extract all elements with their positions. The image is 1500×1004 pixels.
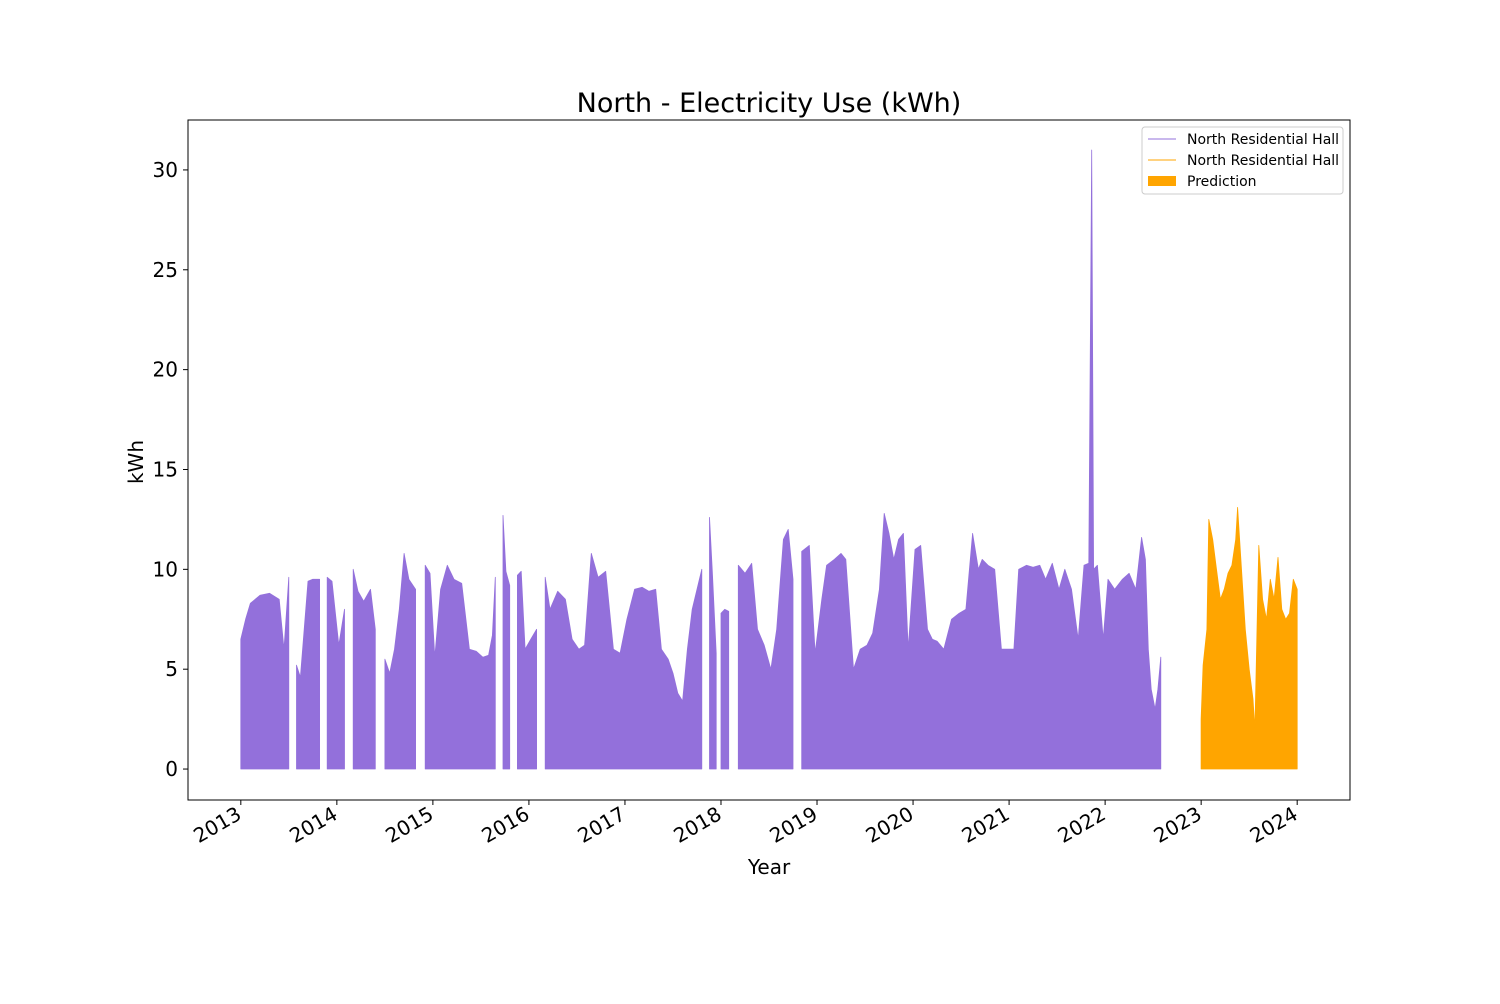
series-0-area-segment-12	[801, 149, 1162, 770]
series-0-area-segment-1	[296, 578, 320, 770]
series-0-area-segment-5	[424, 564, 496, 770]
y-tick-label: 10	[153, 557, 178, 581]
y-axis-label: kWh	[124, 440, 148, 484]
series-0-area-segment-0	[240, 576, 290, 770]
series-0-area-segment-8	[544, 553, 703, 770]
legend-swatch-patch	[1148, 176, 1176, 186]
legend: North Residential Hall North Residential …	[1141, 126, 1344, 195]
series-0-area-segment-10	[720, 608, 730, 770]
series-1-area-segment-0	[1200, 507, 1298, 770]
series-0-area-segment-6	[502, 515, 511, 770]
y-tick-label: 15	[153, 457, 178, 481]
chart-title: North - Electricity Use (kWh)	[577, 88, 962, 119]
y-tick-label: 5	[165, 657, 178, 681]
series-0-area-segment-7	[517, 570, 537, 770]
legend-label: Prediction	[1187, 174, 1257, 190]
series-0-area-segment-11	[737, 529, 794, 770]
legend-label: North Residential Hall	[1187, 132, 1339, 148]
series-0-area-segment-3	[352, 568, 376, 770]
x-axis-label: Year	[747, 855, 791, 879]
legend-box	[1141, 126, 1344, 195]
y-tick-label: 0	[165, 757, 178, 781]
series-0-area-segment-9	[709, 517, 717, 770]
legend-label: North Residential Hall	[1187, 153, 1339, 169]
y-tick-label: 25	[153, 258, 178, 282]
plot-frame	[187, 119, 1351, 801]
y-tick-label: 30	[153, 158, 178, 182]
series-0-area-segment-4	[384, 553, 416, 770]
y-tick-label: 20	[153, 358, 178, 382]
series-0-area-segment-2	[326, 576, 345, 770]
